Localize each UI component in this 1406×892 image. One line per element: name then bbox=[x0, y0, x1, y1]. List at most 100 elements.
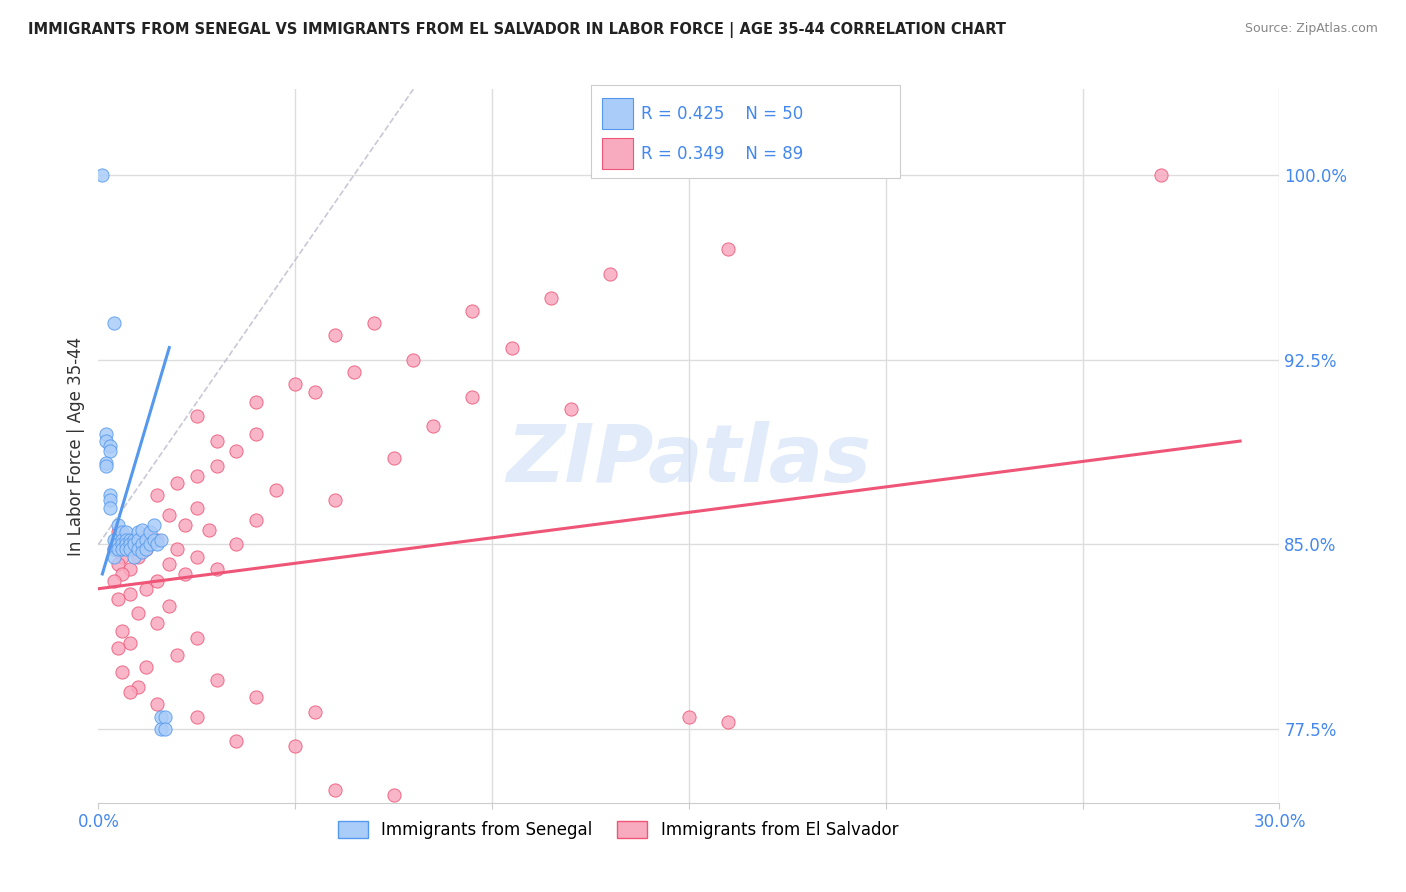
Point bbox=[118, 542, 141, 557]
Point bbox=[111, 624, 134, 638]
Point bbox=[245, 426, 267, 441]
Point bbox=[142, 517, 165, 532]
Point bbox=[98, 500, 121, 515]
Point bbox=[461, 303, 484, 318]
Point bbox=[96, 434, 118, 448]
Point bbox=[155, 709, 177, 723]
Point bbox=[118, 533, 141, 547]
Point bbox=[205, 562, 228, 576]
Point bbox=[118, 562, 141, 576]
Point bbox=[166, 542, 188, 557]
Point bbox=[118, 537, 141, 551]
Point bbox=[186, 409, 208, 424]
Point bbox=[107, 533, 129, 547]
Point bbox=[461, 390, 484, 404]
Point bbox=[205, 673, 228, 687]
Point bbox=[122, 537, 145, 551]
Point bbox=[127, 533, 149, 547]
Point bbox=[304, 384, 326, 399]
Point bbox=[186, 631, 208, 645]
Point bbox=[107, 537, 129, 551]
Point bbox=[138, 525, 160, 540]
Point bbox=[118, 537, 141, 551]
Point bbox=[103, 316, 125, 330]
Point bbox=[135, 533, 157, 547]
Text: Source: ZipAtlas.com: Source: ZipAtlas.com bbox=[1244, 22, 1378, 36]
Text: R = 0.349    N = 89: R = 0.349 N = 89 bbox=[641, 145, 803, 163]
Point bbox=[115, 542, 138, 557]
Point bbox=[135, 542, 157, 557]
Point bbox=[131, 523, 153, 537]
Point bbox=[115, 525, 138, 540]
Point bbox=[205, 434, 228, 448]
Point bbox=[363, 316, 385, 330]
Point bbox=[245, 857, 267, 871]
Point bbox=[323, 328, 346, 343]
Point bbox=[118, 542, 141, 557]
Legend: Immigrants from Senegal, Immigrants from El Salvador: Immigrants from Senegal, Immigrants from… bbox=[332, 814, 905, 846]
Point bbox=[107, 557, 129, 571]
Point bbox=[186, 468, 208, 483]
Point bbox=[343, 870, 366, 884]
Point bbox=[91, 169, 114, 183]
Point bbox=[245, 690, 267, 704]
Point bbox=[166, 475, 188, 490]
Point bbox=[127, 549, 149, 564]
Point bbox=[205, 458, 228, 473]
Point bbox=[111, 542, 134, 557]
Point bbox=[402, 352, 425, 367]
Point bbox=[174, 517, 197, 532]
Point bbox=[264, 483, 287, 498]
Point bbox=[127, 525, 149, 540]
Point bbox=[540, 291, 562, 305]
Point bbox=[146, 537, 169, 551]
Point bbox=[107, 591, 129, 606]
Point bbox=[138, 537, 160, 551]
Point bbox=[146, 698, 169, 712]
Text: ZIPatlas: ZIPatlas bbox=[506, 421, 872, 500]
Point bbox=[678, 709, 700, 723]
Point bbox=[103, 549, 125, 564]
Point bbox=[323, 783, 346, 797]
Point bbox=[96, 426, 118, 441]
Point bbox=[98, 488, 121, 502]
Point bbox=[157, 599, 180, 613]
Point bbox=[166, 648, 188, 662]
Point bbox=[225, 537, 247, 551]
Point bbox=[103, 542, 125, 557]
Point bbox=[107, 517, 129, 532]
Point bbox=[186, 709, 208, 723]
Point bbox=[98, 439, 121, 453]
Point bbox=[142, 533, 165, 547]
Point bbox=[150, 709, 173, 723]
Point bbox=[422, 419, 444, 434]
Point bbox=[122, 533, 145, 547]
Point bbox=[599, 267, 621, 281]
Point bbox=[111, 533, 134, 547]
Point bbox=[118, 685, 141, 699]
Point bbox=[225, 444, 247, 458]
Point bbox=[98, 444, 121, 458]
Point bbox=[150, 533, 173, 547]
Text: R = 0.425    N = 50: R = 0.425 N = 50 bbox=[641, 104, 803, 123]
Point bbox=[103, 574, 125, 589]
Point bbox=[225, 734, 247, 748]
Point bbox=[245, 394, 267, 409]
Point bbox=[135, 582, 157, 596]
Point bbox=[382, 789, 405, 803]
Point bbox=[197, 523, 219, 537]
Point bbox=[98, 493, 121, 508]
Point bbox=[186, 500, 208, 515]
Point bbox=[146, 488, 169, 502]
Point bbox=[174, 566, 197, 581]
Point bbox=[1150, 169, 1173, 183]
Point bbox=[304, 705, 326, 719]
Point bbox=[103, 542, 125, 557]
Point bbox=[122, 549, 145, 564]
Point bbox=[111, 537, 134, 551]
Point bbox=[107, 640, 129, 655]
Point bbox=[127, 537, 149, 551]
Point bbox=[107, 542, 129, 557]
Point bbox=[245, 513, 267, 527]
Point bbox=[343, 365, 366, 379]
